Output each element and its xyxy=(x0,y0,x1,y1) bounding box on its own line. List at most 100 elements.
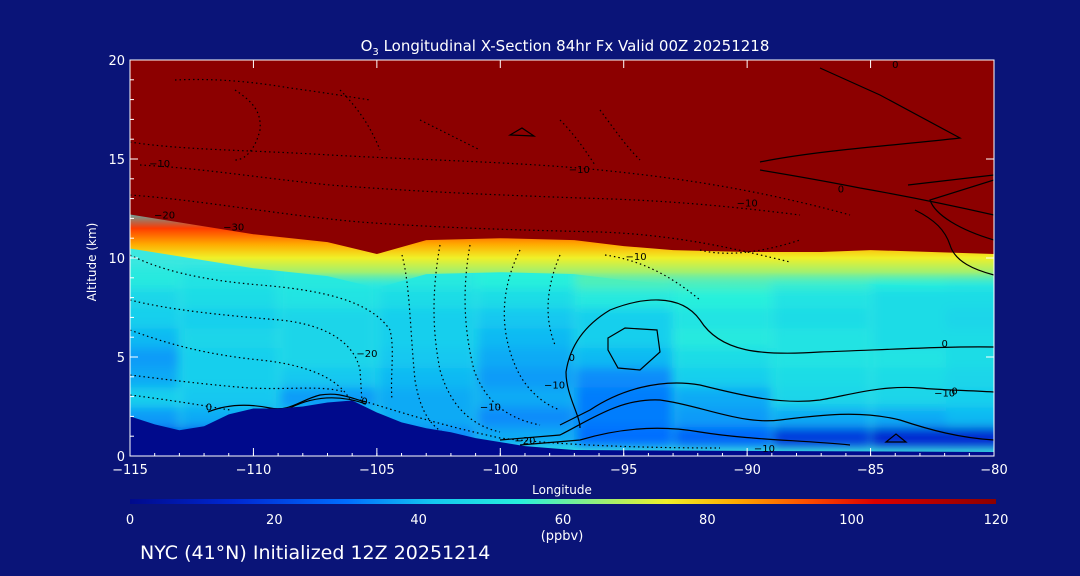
contour-tropo-right xyxy=(914,209,994,276)
field-cell xyxy=(476,307,574,329)
y-tick-label: 5 xyxy=(117,351,125,366)
field-cell xyxy=(378,347,476,368)
y-axis: 0 5 10 15 20 xyxy=(108,54,994,465)
field-cell xyxy=(378,307,476,329)
dotted-contour-19 xyxy=(559,119,596,166)
field-cell xyxy=(279,347,377,368)
field-cell xyxy=(130,327,179,349)
x-tick-label: −95 xyxy=(610,463,637,478)
contour-terrain-left xyxy=(207,393,367,413)
contour-label: −10 xyxy=(626,252,647,263)
contour-label: −10 xyxy=(754,444,775,455)
field-cell xyxy=(773,287,871,309)
field-cell xyxy=(378,366,476,388)
field-cell xyxy=(476,347,574,368)
x-tick-label: −110 xyxy=(236,463,272,478)
field-cell xyxy=(180,267,278,289)
contour-label: 0 xyxy=(206,402,212,413)
colorbar-tick-label: 60 xyxy=(555,513,572,528)
field-cell xyxy=(575,307,673,329)
field-cell xyxy=(279,366,377,388)
x-tick-label: −105 xyxy=(359,463,395,478)
title-species-subscript: 3 xyxy=(372,47,378,58)
field-cell xyxy=(773,406,871,428)
contour-label: −10 xyxy=(480,402,501,413)
field-cell xyxy=(946,327,994,349)
field-cell xyxy=(946,287,994,309)
contour-label: 0 xyxy=(361,397,367,408)
contour-label: −20 xyxy=(356,349,377,360)
field-cell xyxy=(575,327,673,349)
contour-label: −10 xyxy=(934,389,955,400)
dotted-contour-10 xyxy=(433,244,501,433)
dotted-contour-22 xyxy=(359,399,721,449)
field-cell xyxy=(476,386,574,408)
dotted-contour-8 xyxy=(130,394,231,411)
field-cell xyxy=(871,386,969,408)
contour-label-group: 0000000−10−10−10−10−10−10−10−20−20−20−30… xyxy=(149,60,958,455)
colorbar-tick-label: 120 xyxy=(984,513,1009,528)
contour-terrain-left2 xyxy=(289,397,367,409)
contour-zero-right xyxy=(759,169,994,216)
field-cell xyxy=(773,307,871,329)
field-cell xyxy=(130,366,179,388)
contour-closed-tip xyxy=(907,174,994,186)
field-cell xyxy=(946,347,994,368)
contour-label: 0 xyxy=(838,185,844,196)
field-cell xyxy=(130,307,179,329)
field-cell xyxy=(674,327,772,349)
field-cell xyxy=(575,347,673,368)
field-cell xyxy=(180,327,278,349)
field-cell xyxy=(674,406,772,428)
colorbar xyxy=(130,499,996,504)
colorbar-units: (ppbv) xyxy=(541,529,584,544)
field-cell xyxy=(378,406,476,428)
colorbar-tick-label: 20 xyxy=(266,513,283,528)
contour-label: 0 xyxy=(892,60,898,71)
dotted-contour-11 xyxy=(464,244,541,426)
field-cell xyxy=(378,287,476,309)
x-tick-label: −85 xyxy=(857,463,884,478)
field-cell xyxy=(674,307,772,329)
contour-label: −10 xyxy=(569,165,590,176)
dotted-contour-13 xyxy=(547,254,561,346)
field-cell xyxy=(130,347,179,368)
colorbar-tick-label: 0 xyxy=(126,513,134,528)
field-cell xyxy=(674,287,772,309)
dotted-contour-7 xyxy=(130,374,346,393)
field-cell xyxy=(378,327,476,349)
field-cell xyxy=(674,386,772,408)
field-cell xyxy=(180,386,278,408)
field-cell xyxy=(279,307,377,329)
contour-label: 0 xyxy=(569,353,575,364)
field-cell xyxy=(946,307,994,329)
field-cell xyxy=(279,327,377,349)
contour-loop-mid xyxy=(607,327,661,371)
field-cell xyxy=(476,327,574,349)
colorbar-tick-label: 100 xyxy=(839,513,864,528)
field-cell xyxy=(476,426,574,448)
dotted-contour-6 xyxy=(130,329,351,401)
contour-label: 0 xyxy=(951,387,957,398)
contour-label: −30 xyxy=(223,222,244,233)
field-cell xyxy=(946,366,994,388)
contour-small-tri2 xyxy=(884,433,908,443)
chart-title: O3 Longitudinal X-Section 84hr Fx Valid … xyxy=(361,37,770,58)
colorbar-ticks: 0 20 40 60 80 100 120 xyxy=(126,513,1009,528)
y-tick-label: 20 xyxy=(108,54,125,69)
dotted-contour-lines xyxy=(130,78,851,449)
field-cell xyxy=(130,267,179,289)
dotted-contour-16 xyxy=(234,89,261,161)
field-cell xyxy=(180,287,278,309)
field-cell xyxy=(674,366,772,388)
contour-label: 0 xyxy=(941,339,947,350)
field-cell xyxy=(773,426,871,448)
field-cell xyxy=(476,366,574,388)
contour-zero-upper xyxy=(759,67,962,163)
contour-low2 xyxy=(499,399,994,441)
field-cell xyxy=(871,287,969,309)
field-cell xyxy=(871,366,969,388)
field-cell xyxy=(946,426,994,448)
dotted-contour-9 xyxy=(401,254,456,439)
